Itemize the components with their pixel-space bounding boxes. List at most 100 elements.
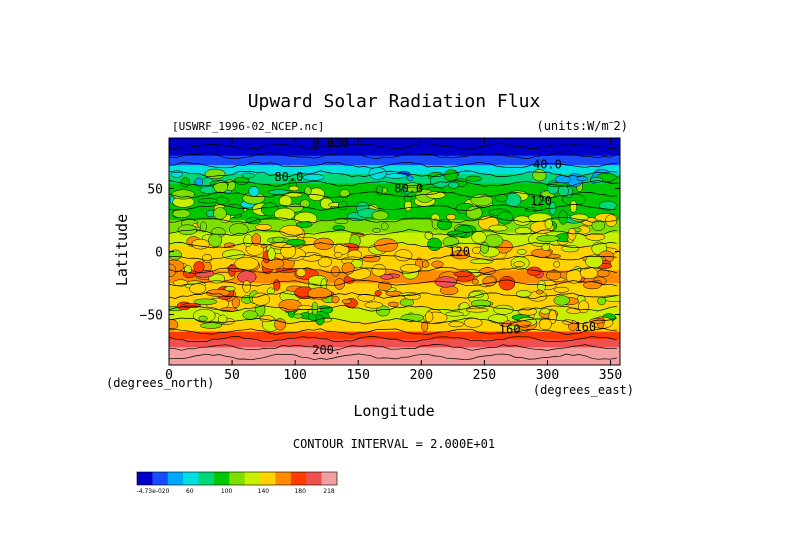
field-patch (427, 237, 442, 251)
field-patch (332, 225, 345, 231)
colorbar: -4.73e-020 60 100 140 180 218 (136, 471, 338, 495)
colorbar-label: 218 (323, 488, 335, 495)
field-patch (251, 233, 262, 246)
x-unit-label: (degrees_east) (533, 383, 634, 397)
field-patch (553, 260, 561, 268)
field-patch (299, 199, 311, 208)
field-patch (384, 173, 407, 179)
field-patch (585, 233, 606, 241)
field-patch (569, 213, 589, 222)
field-patch (224, 286, 236, 292)
x-tick-label: 150 (346, 368, 369, 383)
contour-line (169, 142, 617, 150)
y-tick-label: 50 (147, 182, 163, 197)
contour-label: 80.0 (274, 170, 303, 184)
field-patch (498, 276, 516, 291)
contour-label: 160 (574, 320, 596, 334)
field-patch (331, 295, 340, 304)
field-patch (465, 175, 483, 182)
colorbar-swatch (260, 472, 276, 485)
latitude-band (169, 356, 620, 365)
field-patch (504, 192, 522, 208)
field-patch (579, 267, 599, 279)
colorbar-swatch (198, 472, 215, 485)
field-patch (488, 314, 509, 324)
field-patch (598, 200, 617, 211)
field-patch (372, 228, 381, 233)
y-tick-label: 0 (155, 246, 163, 261)
field-patch (548, 309, 557, 325)
contour-line (169, 317, 617, 325)
field-patch (241, 172, 255, 179)
y-tick-label: −50 (140, 309, 163, 324)
field-patch (171, 189, 195, 200)
x-axis-label: Longitude (353, 402, 434, 420)
field-patch (234, 176, 250, 185)
field-patch (181, 303, 201, 309)
contour-line (169, 336, 617, 343)
field-patch (516, 248, 527, 255)
field-patch (267, 247, 276, 261)
field-patch (535, 289, 544, 295)
field-patch (339, 188, 350, 198)
field-patch (169, 263, 177, 278)
colorbar-frame (136, 471, 338, 486)
field-patch (445, 311, 464, 317)
field-patch (576, 176, 589, 182)
field-patch (541, 243, 551, 251)
field-patch (513, 261, 525, 267)
field-patch (357, 293, 376, 302)
field-patch (317, 256, 333, 268)
y-axis-label: Latitude (113, 214, 131, 286)
contour-line (169, 242, 617, 249)
field-patch (387, 301, 399, 307)
x-tick-label: 200 (410, 368, 433, 383)
colorbar-swatch (275, 472, 292, 485)
contour-line (169, 229, 617, 236)
field-patch (333, 252, 343, 258)
field-patch (562, 319, 574, 325)
colorbar-swatch (306, 472, 322, 485)
field-patch (266, 287, 275, 295)
field-patch (273, 207, 296, 221)
field-patch (583, 280, 602, 290)
colorbar-swatch (290, 472, 307, 485)
colorbar-label: 140 (258, 488, 270, 495)
contour-label: 40.0 (533, 157, 562, 171)
field-patch (272, 236, 285, 243)
latitude-band (169, 138, 620, 147)
field-patch (255, 223, 272, 231)
colorbar-swatch (244, 472, 261, 485)
field-patch (517, 307, 538, 316)
field-patch (189, 283, 207, 294)
field-patch (591, 219, 606, 232)
field-patch (234, 256, 259, 271)
contour-line (169, 328, 617, 336)
field-patch (231, 296, 241, 308)
contour-line (169, 279, 617, 287)
contour-label: 160 (499, 323, 521, 337)
field-patch (471, 231, 487, 244)
field-patch (197, 198, 218, 204)
field-patch (200, 322, 223, 329)
x-tick-label: 350 (599, 368, 622, 383)
field-patch (425, 311, 434, 323)
field-patch (536, 235, 560, 242)
field-patch (605, 214, 618, 227)
field-patch (514, 227, 532, 235)
contour-line (169, 216, 617, 224)
field-patch (228, 223, 249, 236)
field-patch (337, 200, 348, 211)
colorbar-swatch (137, 472, 153, 485)
field-patch (399, 264, 421, 273)
colorbar-swatch (321, 472, 338, 485)
x-tick-label: 250 (473, 368, 496, 383)
field-patch (431, 260, 444, 268)
colorbar-swatch (213, 472, 230, 485)
field-patch (553, 286, 570, 293)
field-patch (567, 228, 577, 241)
field-patch (403, 195, 412, 202)
latitude-band (169, 183, 620, 196)
field-patch (279, 225, 304, 237)
